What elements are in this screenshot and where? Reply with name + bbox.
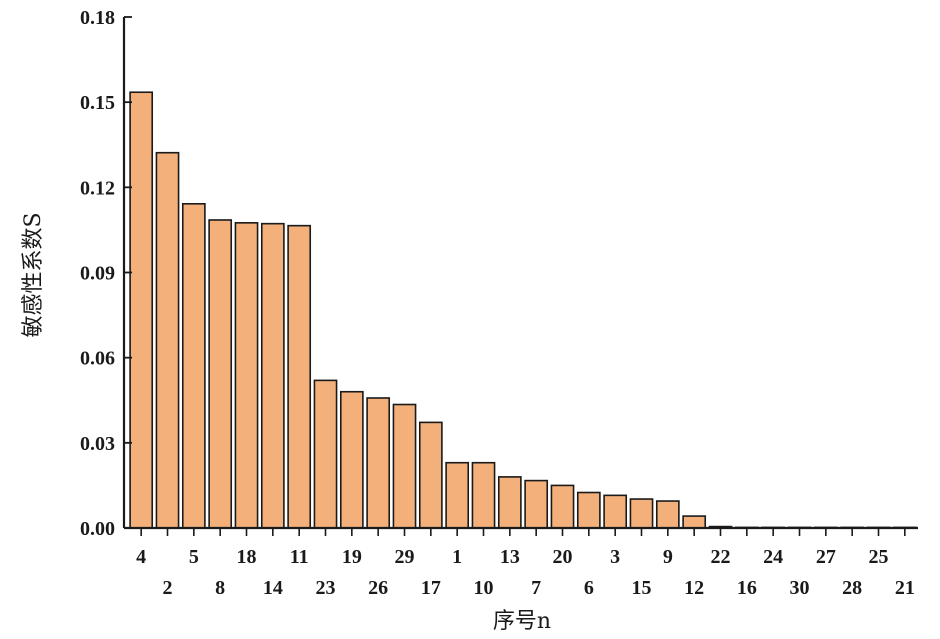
x-tick-label: 4 (136, 546, 146, 568)
x-tick-label: 17 (421, 577, 441, 599)
x-tick-label: 25 (869, 546, 889, 568)
bar-3 (603, 494, 628, 529)
bar-10 (471, 461, 496, 529)
y-tick-label: 0.00 (80, 518, 115, 540)
bar-2 (155, 151, 180, 529)
y-tick-label: 0.12 (80, 177, 115, 199)
x-tick-label: 12 (684, 577, 704, 599)
y-tick-label: 0.06 (80, 348, 115, 370)
y-axis-title: 敏感性系数S (21, 212, 46, 337)
x-tick-label: 6 (584, 577, 594, 599)
x-tick-label: 18 (237, 546, 257, 568)
bar-19 (339, 390, 364, 529)
x-tick-label: 28 (842, 577, 862, 599)
x-tick-label: 14 (263, 577, 283, 599)
x-tick-label: 22 (711, 546, 731, 568)
bar-6 (576, 491, 601, 529)
bars-group (129, 91, 917, 529)
bar-5 (181, 203, 206, 529)
x-tick-label: 27 (816, 546, 836, 568)
bar-4 (129, 91, 154, 529)
y-tick-label: 0.15 (80, 92, 115, 114)
bar-8 (208, 219, 233, 529)
x-tick-label: 9 (663, 546, 673, 568)
bar-1 (445, 461, 470, 529)
bar-12 (682, 515, 707, 529)
bar-23 (313, 379, 338, 529)
x-tick-label: 21 (895, 577, 915, 599)
y-tick-label: 0.18 (80, 7, 115, 29)
bar-9 (655, 500, 680, 529)
x-tick-label: 16 (737, 577, 757, 599)
x-tick-label: 5 (189, 546, 199, 568)
bar-18 (234, 222, 259, 529)
x-tick-label: 15 (632, 577, 652, 599)
bar-29 (392, 403, 417, 529)
bar-26 (366, 397, 391, 529)
x-axis-ticks: 4258181411231926291711013720631591222162… (136, 528, 915, 599)
bar-13 (497, 476, 522, 529)
x-tick-label: 23 (316, 577, 336, 599)
bar-11 (287, 224, 312, 529)
x-tick-label: 13 (500, 546, 520, 568)
x-tick-label: 2 (163, 577, 173, 599)
x-tick-label: 26 (368, 577, 388, 599)
bar-7 (524, 479, 549, 529)
x-tick-label: 24 (763, 546, 783, 568)
x-tick-label: 20 (553, 546, 573, 568)
bar-15 (629, 498, 654, 529)
bar-17 (418, 421, 443, 529)
y-axis-ticks: 0.00 0.03 0.06 0.09 0.12 0.15 0.18 (80, 7, 132, 540)
x-axis-title: 序号n (493, 609, 551, 634)
x-tick-label: 11 (290, 546, 309, 568)
x-tick-label: 3 (610, 546, 620, 568)
x-tick-label: 19 (342, 546, 362, 568)
x-tick-label: 30 (790, 577, 810, 599)
y-tick-label: 0.09 (80, 263, 115, 285)
bar-14 (260, 222, 285, 529)
bar-20 (550, 484, 575, 529)
x-tick-label: 8 (215, 577, 225, 599)
x-tick-label: 10 (474, 577, 494, 599)
x-tick-label: 29 (395, 546, 415, 568)
x-tick-label: 1 (452, 546, 462, 568)
y-tick-label: 0.03 (80, 433, 115, 455)
x-tick-label: 7 (531, 577, 541, 599)
